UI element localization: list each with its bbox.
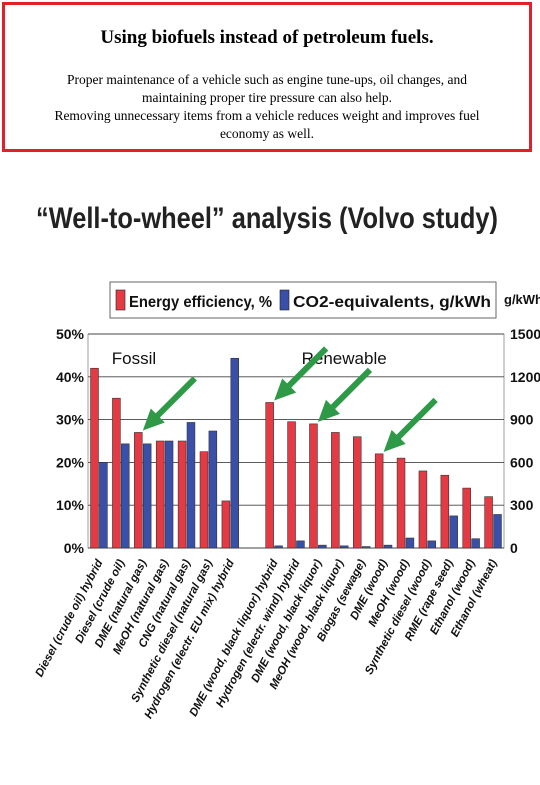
paragraph-line-4: economy as well. — [219, 126, 315, 141]
bar-energy — [134, 432, 143, 549]
left-tick-label: 20% — [56, 454, 85, 470]
bar-co2 — [230, 357, 239, 549]
legend-label-co2: CO2-equivalents, g/kWh — [293, 294, 491, 311]
plot-area: 0% 10% 20% 30% 40% 50% 0 300 600 900 1200 1500 Fossi… — [34, 326, 540, 721]
chart-slide: “Well-to-wheel” analysis (Volvo study) E… — [0, 182, 540, 780]
legend-swatch-co2 — [279, 289, 290, 311]
legend-label-energy: Energy efficiency, % — [129, 294, 272, 311]
right-tick-label: 900 — [510, 412, 534, 428]
legend-swatch-energy — [115, 289, 126, 311]
paragraph-line-2: maintaining proper tire pressure can als… — [141, 90, 393, 105]
bar-co2 — [99, 462, 108, 549]
bar-energy — [177, 440, 187, 549]
bar-co2 — [186, 422, 196, 549]
bar-energy — [331, 432, 340, 549]
bar-energy — [484, 496, 493, 549]
heading: Using biofuels instead of petroleum fuel… — [100, 27, 434, 48]
right-tick-label: 1500 — [510, 326, 540, 342]
chart-title: “Well-to-wheel” analysis (Volvo study) — [36, 202, 498, 235]
bar-co2 — [142, 443, 152, 549]
bar-co2 — [318, 544, 327, 549]
bar-energy — [462, 487, 471, 549]
bar-co2 — [339, 545, 349, 549]
right-axis-unit: g/kWh — [504, 292, 540, 307]
bar-co2 — [427, 540, 437, 549]
bar-co2 — [164, 440, 174, 549]
bar-co2 — [296, 540, 305, 549]
highlight-arrowhead — [274, 378, 297, 401]
paragraph-line-3: Removing unnecessary items from a vehicl… — [54, 108, 480, 123]
bar-energy — [221, 500, 231, 549]
bar-energy — [112, 397, 121, 549]
bar-energy — [155, 440, 165, 549]
bar-co2 — [493, 514, 502, 549]
bar-co2 — [449, 515, 458, 549]
highlight-arrowhead — [383, 429, 406, 452]
left-tick-label: 30% — [56, 412, 85, 428]
bar-co2 — [274, 545, 283, 549]
highlight-arrow — [395, 397, 438, 440]
right-tick-label: 0 — [510, 540, 518, 556]
highlight-arrow — [154, 376, 197, 419]
legend-box — [109, 281, 497, 319]
right-tick-label: 300 — [510, 497, 534, 513]
bar-energy — [374, 453, 384, 549]
left-tick-label: 10% — [56, 497, 85, 513]
highlight-arrowhead — [317, 399, 340, 422]
bar-co2 — [471, 538, 480, 549]
bar-energy — [265, 402, 274, 549]
group-label-fossil: Fossil — [112, 349, 156, 368]
bar-energy — [90, 367, 99, 549]
paragraph-line-1: Proper maintenance of a vehicle such as … — [67, 72, 467, 87]
bar-co2 — [208, 430, 218, 549]
bar-energy — [418, 470, 428, 549]
bar-co2 — [361, 546, 371, 549]
right-tick-label: 1200 — [510, 369, 540, 385]
chart: “Well-to-wheel” analysis (Volvo study) E… — [0, 182, 540, 780]
left-tick-label: 0% — [64, 540, 85, 556]
bar-energy — [440, 474, 450, 549]
right-tick-label: 600 — [510, 454, 534, 470]
left-tick-label: 40% — [56, 369, 85, 385]
bar-co2 — [383, 544, 393, 549]
bar-energy — [309, 423, 318, 549]
bar-co2 — [405, 537, 415, 549]
bar-energy — [199, 451, 209, 549]
bar-energy — [396, 457, 406, 549]
bar-co2 — [121, 443, 130, 549]
text-box: Using biofuels instead of petroleum fuel… — [2, 2, 532, 152]
highlight-arrow — [329, 367, 373, 411]
highlight-arrow — [286, 346, 329, 389]
highlight-arrowhead — [142, 408, 165, 431]
left-tick-label: 50% — [56, 326, 85, 342]
bar-energy — [353, 436, 362, 549]
bar-energy — [287, 421, 296, 549]
